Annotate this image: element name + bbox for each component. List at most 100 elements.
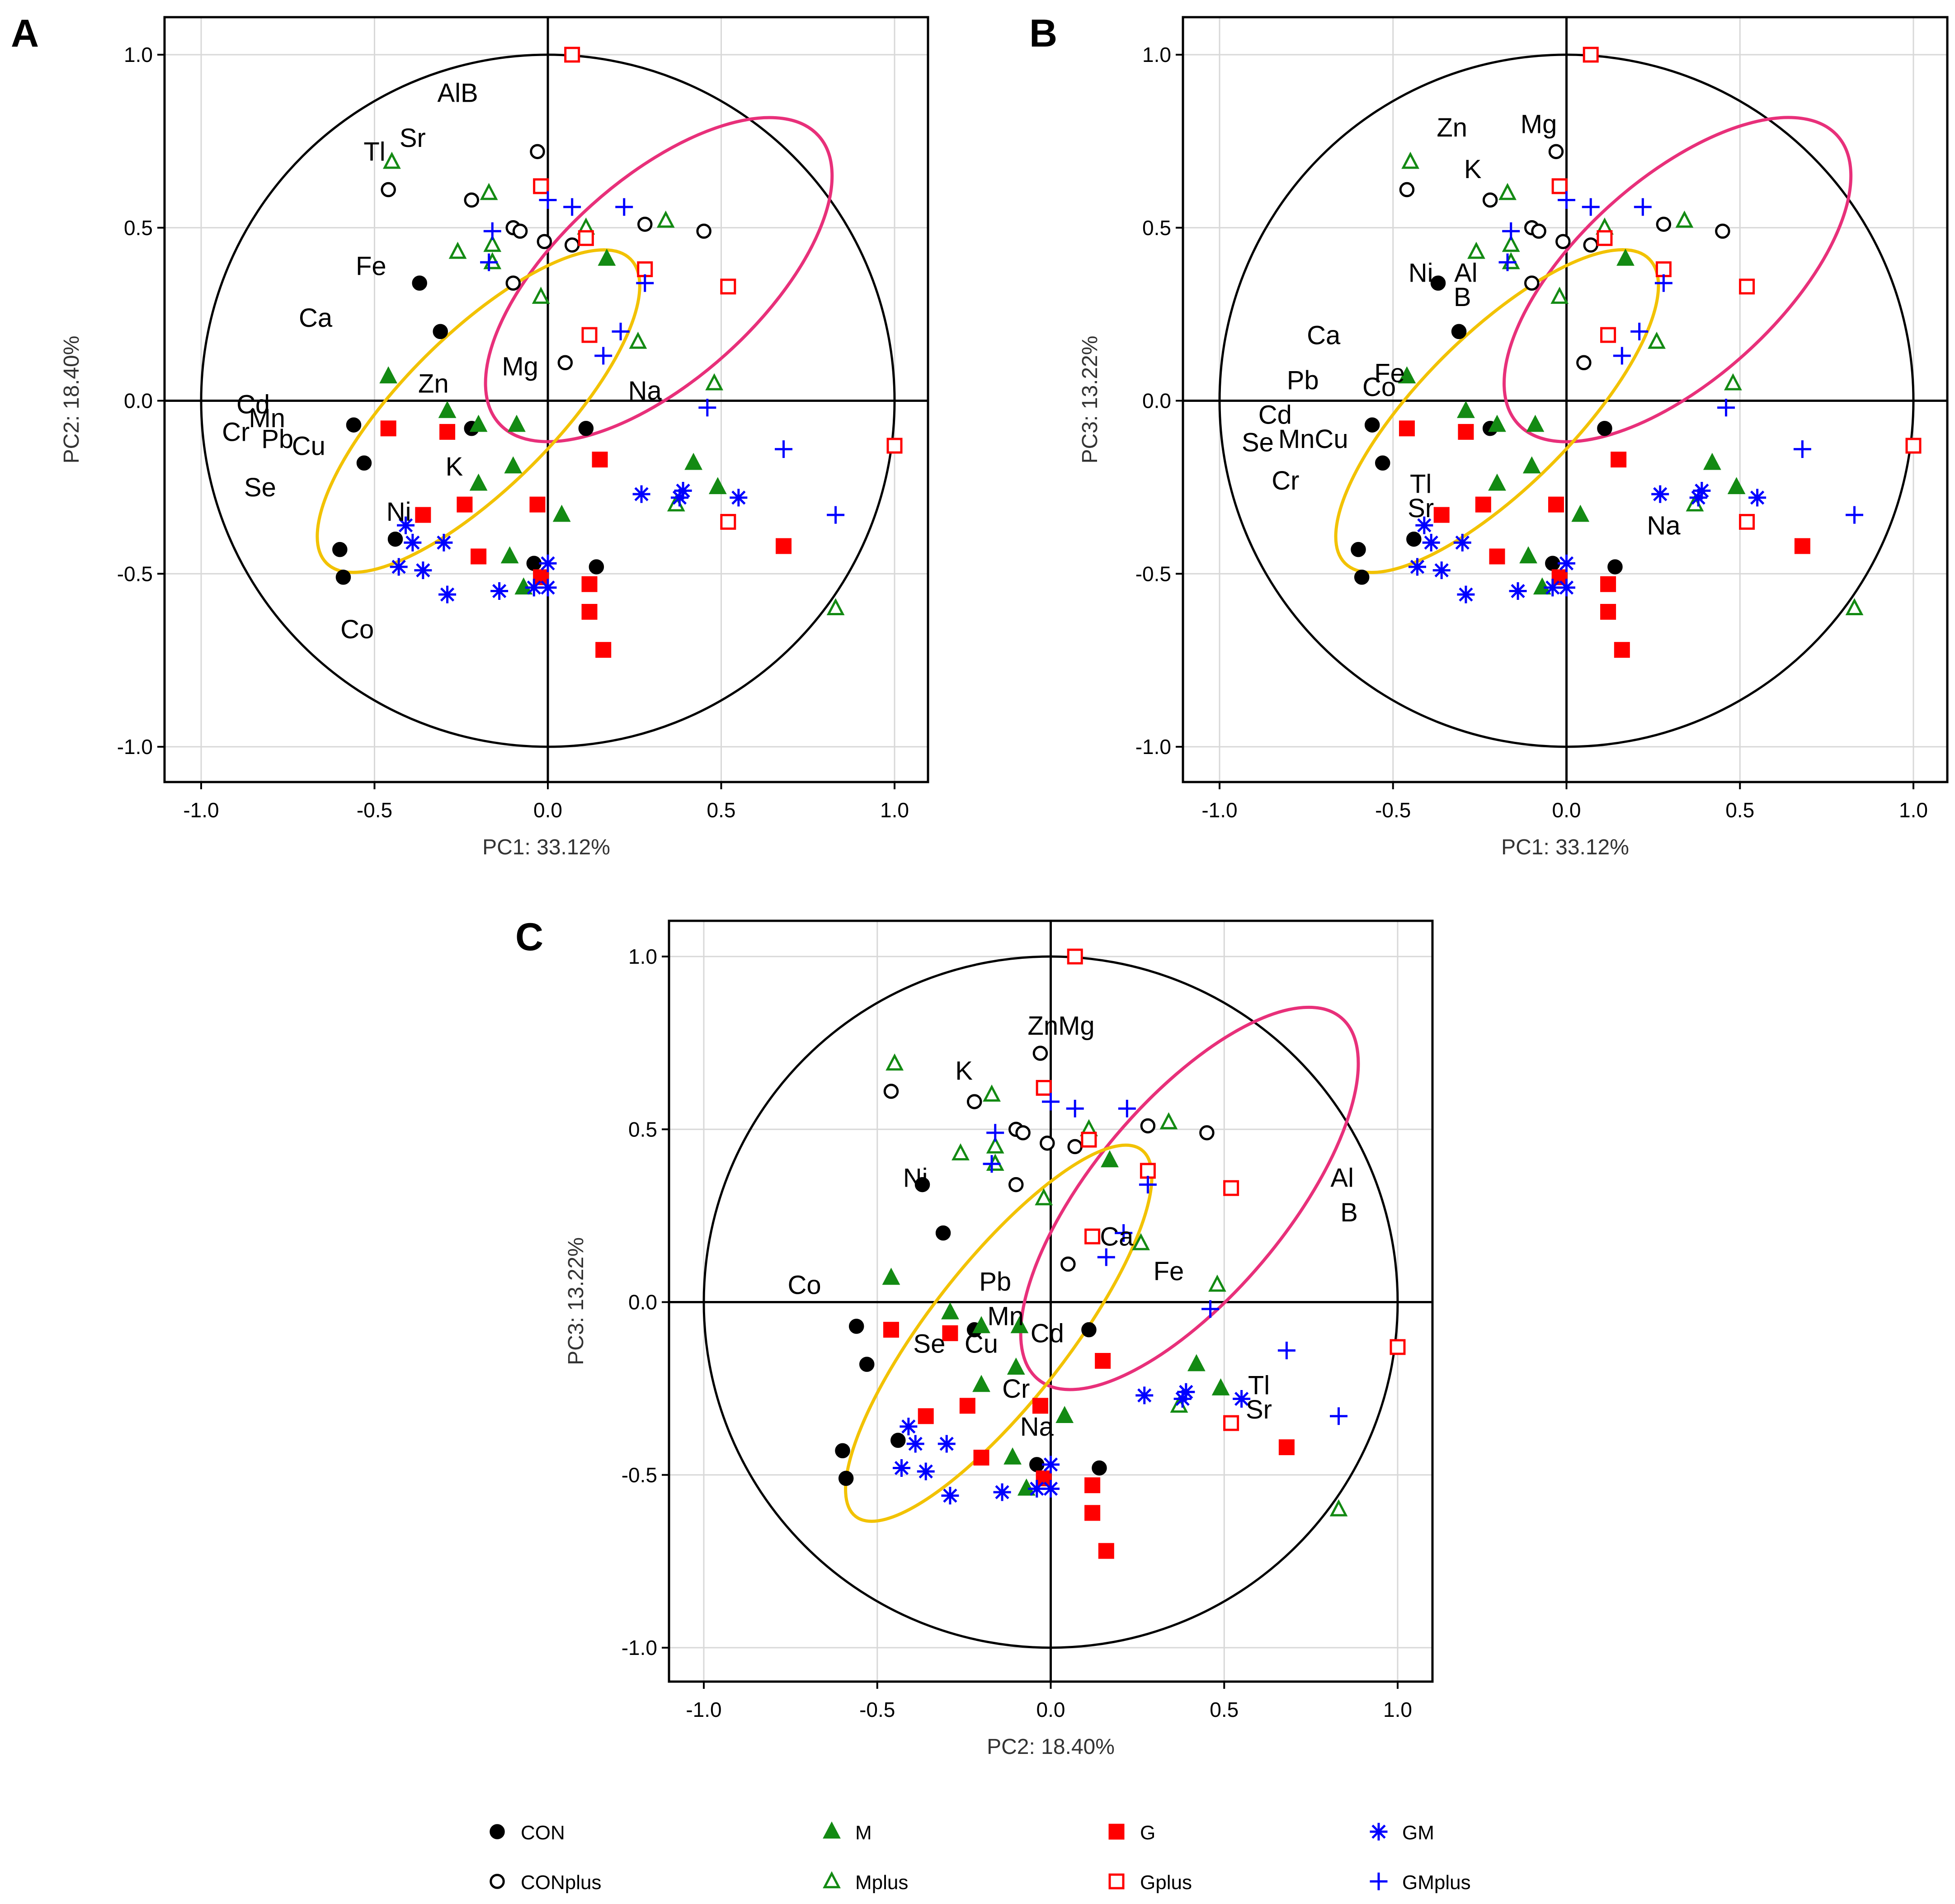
point-gmplus	[1613, 347, 1631, 365]
point-g	[1084, 1477, 1101, 1494]
group-ellipse-yellow	[844, 1143, 1154, 1523]
point-g	[1095, 1353, 1111, 1369]
point-mplus	[952, 1143, 970, 1161]
point-gplus	[578, 230, 594, 246]
loading-label-ni: Ni	[903, 1164, 928, 1193]
point-mplus	[1648, 331, 1666, 349]
ticks: -1.0 -0.5 0.0 0.5 1.0 -1.0 -0.5 0.0 0.5 1.0	[117, 43, 909, 822]
point-gmplus	[1042, 1093, 1060, 1111]
legend-label: Gplus	[1140, 1871, 1192, 1894]
point-con	[1364, 417, 1380, 433]
point-m	[1703, 452, 1721, 470]
point-m	[941, 1302, 959, 1320]
point-gmplus	[1630, 322, 1649, 340]
legend-label: GMplus	[1402, 1871, 1471, 1894]
x-tick-label: 0.5	[707, 798, 736, 822]
loading-label-na: Na	[1020, 1412, 1054, 1442]
point-conplus	[1524, 275, 1540, 291]
point-gmplus	[1846, 506, 1864, 524]
legend-label: CONplus	[521, 1871, 602, 1894]
point-gm	[539, 554, 557, 572]
point-gplus	[720, 514, 736, 530]
point-conplus	[564, 237, 580, 253]
y-tick-label: -0.5	[117, 562, 153, 585]
loading-label-sr: Sr	[400, 123, 426, 153]
y-tick-label: -1.0	[117, 735, 153, 759]
point-conplus	[1482, 192, 1498, 208]
point-gm	[1457, 585, 1475, 603]
loading-label-na: Na	[1647, 511, 1681, 540]
point-g	[439, 424, 456, 440]
loading-label-zn: Zn	[1437, 113, 1467, 142]
point-gmplus	[1717, 399, 1735, 417]
point-conplus	[1060, 1256, 1076, 1272]
panel-letter: A	[11, 12, 39, 55]
observations	[835, 948, 1406, 1559]
point-conplus	[637, 217, 653, 232]
point-conplus	[1399, 182, 1415, 198]
point-con	[1092, 1460, 1107, 1476]
point-gplus	[1036, 1080, 1052, 1096]
point-m	[1616, 249, 1635, 266]
point-m	[1488, 473, 1506, 491]
point-con	[838, 1470, 854, 1486]
point-gmplus	[1654, 274, 1672, 292]
point-g	[1475, 496, 1491, 513]
loading-label-znmg: ZnMg	[1027, 1011, 1094, 1041]
ticks: -1.0 -0.5 0.0 0.5 1.0 -1.0 -0.5 0.0 0.5 1.0	[1135, 43, 1928, 822]
point-m	[1055, 1406, 1074, 1423]
loading-label-fe: Fe	[1374, 359, 1405, 388]
point-m	[469, 473, 488, 491]
point-g	[1611, 452, 1627, 468]
legend-marker-con	[490, 1824, 505, 1839]
point-con	[332, 542, 348, 557]
point-gmplus	[1139, 1176, 1157, 1194]
point-gm	[1173, 1390, 1192, 1408]
legend-label: CON	[521, 1822, 565, 1844]
point-conplus	[1040, 1136, 1055, 1151]
point-m	[972, 1316, 990, 1334]
point-gmplus	[1097, 1248, 1115, 1266]
point-con	[1545, 556, 1560, 571]
point-gplus	[1655, 261, 1672, 278]
point-mplus	[382, 151, 401, 169]
point-g	[1084, 1505, 1101, 1521]
group-ellipse-pink	[484, 116, 834, 443]
loading-label-cd: Cd	[1258, 400, 1292, 429]
point-gmplus	[594, 347, 612, 365]
legend-item-con: CON	[490, 1822, 565, 1844]
y-tick-label: 0.0	[628, 1291, 657, 1314]
loading-label-sr: Sr	[1408, 494, 1434, 523]
y-tick-label: -0.5	[622, 1463, 657, 1487]
y-tick-label: 0.5	[1142, 216, 1171, 240]
point-conplus	[537, 234, 552, 250]
point-g	[595, 642, 612, 658]
point-con	[335, 570, 351, 585]
point-mplus	[629, 331, 647, 349]
loading-label-cu: Cu	[292, 431, 325, 461]
point-gmplus	[983, 1155, 1001, 1173]
point-gplus	[1140, 1163, 1156, 1179]
point-m	[882, 1268, 900, 1285]
y-tick-label: -0.5	[1135, 562, 1171, 585]
legend-marker-gmplus	[1370, 1872, 1388, 1890]
point-gm	[937, 1435, 956, 1453]
point-gmplus	[775, 440, 793, 458]
legend-marker-m	[823, 1821, 841, 1839]
loading-label-b: B	[1454, 283, 1471, 312]
point-g	[942, 1325, 958, 1341]
x-tick-label: -0.5	[859, 1698, 895, 1721]
point-gplus	[720, 278, 736, 295]
legend-item-gplus: Gplus	[1108, 1871, 1192, 1894]
y-tick-label: 1.0	[124, 43, 153, 66]
point-gm	[674, 482, 692, 500]
observations	[332, 47, 903, 658]
point-m	[1571, 504, 1590, 522]
point-gmplus	[986, 1124, 1004, 1142]
point-gm	[1509, 582, 1527, 600]
point-gm	[632, 485, 650, 503]
loading-label-cd: Cd	[1031, 1319, 1064, 1348]
point-conplus	[1032, 1046, 1048, 1061]
point-mplus	[1035, 1188, 1053, 1206]
